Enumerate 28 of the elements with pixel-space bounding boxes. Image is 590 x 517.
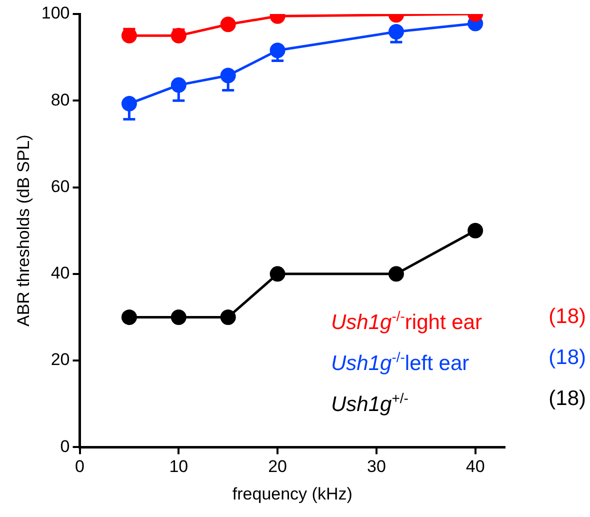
point (270, 42, 286, 58)
y-tick-label: 60 (50, 176, 70, 196)
y-tick-label: 100 (41, 4, 70, 23)
y-tick-label: 40 (50, 264, 70, 283)
y-tick-label: 20 (50, 350, 70, 370)
point (468, 222, 484, 238)
point (121, 309, 137, 325)
x-tick-label: 10 (169, 457, 188, 476)
x-tick-label: 40 (466, 457, 485, 476)
point (270, 266, 286, 282)
point (170, 309, 186, 325)
y-tick-label: 80 (50, 90, 70, 110)
x-tick-label: 0 (75, 457, 84, 476)
y-tick-label: 0 (60, 436, 70, 456)
x-tick-label: 20 (268, 457, 288, 476)
point (388, 24, 404, 40)
point (220, 309, 236, 325)
x-axis-title: frequency (kHz) (232, 484, 352, 504)
point (388, 266, 404, 282)
point (170, 77, 186, 93)
point (121, 96, 137, 112)
x-tick-label: 30 (366, 457, 386, 476)
text: Ush1g$^{-/-}$left ear (18) (331, 346, 586, 375)
point (220, 68, 236, 84)
text: Ush1g$^{-/-}$right ear (18) (331, 305, 586, 334)
y-axis-title: ABR thresholds (dB SPL) (14, 134, 33, 327)
point (220, 16, 236, 32)
text: Ush1g$^{+/-}$ (18) (331, 387, 586, 416)
